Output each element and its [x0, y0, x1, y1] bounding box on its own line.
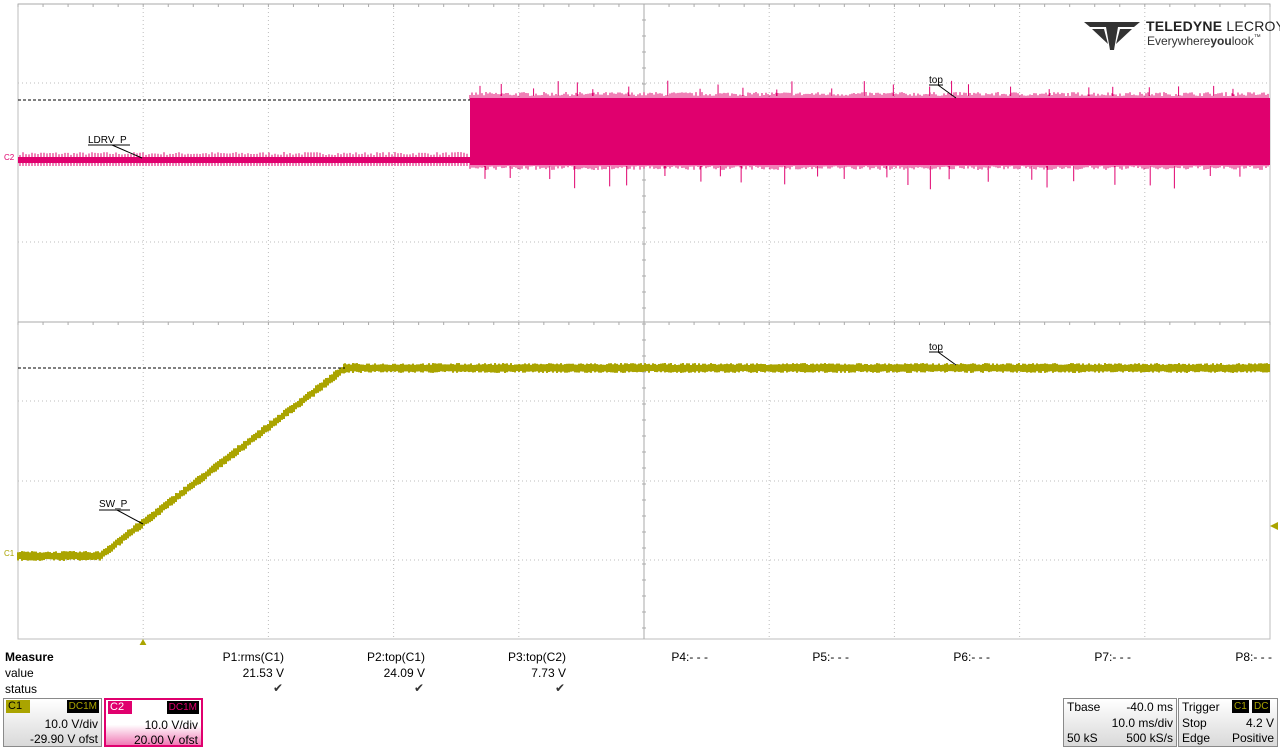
c1-tag: C1	[6, 700, 30, 713]
c1-label-pointer	[116, 509, 144, 525]
timebase-samples: 50 kS	[1067, 731, 1098, 745]
lecroy-emblem-icon	[1084, 22, 1140, 50]
measure-status-check-icon: ✔	[413, 681, 424, 695]
measure-param-name[interactable]: P4:- - -	[671, 650, 708, 664]
logo-brand-text: TELEDYNE LECROY	[1146, 18, 1280, 34]
c2-tag: C2	[108, 701, 132, 714]
measure-status-check-icon: ✔	[554, 681, 565, 695]
trigger-source: C1	[1232, 700, 1249, 713]
timebase-label: Tbase	[1067, 700, 1101, 714]
c2-top-pointer	[937, 84, 957, 99]
trigger-label: Trigger	[1182, 700, 1220, 714]
trigger-time-marker[interactable]	[139, 639, 147, 645]
logo-tagline: Everywhereyoulook™	[1147, 34, 1261, 48]
measure-param-value: 24.09 V	[383, 666, 425, 680]
c1-top-label: top	[929, 342, 943, 353]
c2-label-pointer	[111, 144, 143, 159]
channel-c2-descriptor[interactable]: C2 DC1M 10.0 V/div 20.00 V ofst	[104, 698, 203, 747]
trigger-type: Edge	[1182, 731, 1211, 745]
c1-top-pointer	[937, 351, 957, 366]
c1-trace-label: SW_P	[99, 499, 128, 510]
trigger-mode: Stop	[1182, 716, 1207, 730]
c1-offset: -29.90 V ofst	[29, 732, 98, 746]
c2-offset: 20.00 V ofst	[133, 733, 198, 747]
timebase-delay: -40.0 ms	[1126, 700, 1173, 714]
channel-c1-descriptor[interactable]: C1 DC1M 10.0 V/div -29.90 V ofst	[3, 698, 102, 747]
c1-volts-per-div: 10.0 V/div	[44, 717, 98, 731]
c1-coupling: DC1M	[66, 700, 99, 713]
measure-param-value: 21.53 V	[242, 666, 284, 680]
c2-volts-per-div: 10.0 V/div	[144, 718, 198, 732]
measure-status-check-icon: ✔	[272, 681, 283, 695]
trigger-level-marker[interactable]	[1270, 522, 1278, 530]
measure-param-name[interactable]: P1:rms(C1)	[222, 650, 284, 664]
c2-waveform	[18, 80, 1270, 190]
trigger-descriptor[interactable]: Trigger C1 DC Stop 4.2 V Edge Positive	[1178, 698, 1278, 747]
scope-display: LDRV_P top SW_P top C2 C1	[4, 3, 1278, 645]
trigger-coupling: DC	[1252, 700, 1271, 713]
c2-ground-marker[interactable]: C2	[4, 153, 15, 162]
trigger-level: 4.2 V	[1245, 716, 1274, 730]
measure-param-name[interactable]: P3:top(C2)	[507, 650, 566, 664]
measure-status-row-label: status	[5, 682, 38, 696]
timebase-descriptor[interactable]: Tbase -40.0 ms 10.0 ms/div 50 kS 500 kS/…	[1063, 698, 1177, 747]
teledyne-lecroy-logo: TELEDYNE LECROY Everywhereyoulook™	[1082, 14, 1280, 54]
c2-coupling: DC1M	[166, 701, 199, 714]
timebase-per-div: 10.0 ms/div	[1111, 716, 1173, 730]
c1-ground-marker[interactable]: C1	[4, 549, 15, 558]
c2-top-label: top	[929, 75, 943, 86]
c2-trace-label: LDRV_P	[88, 135, 127, 146]
trigger-slope: Positive	[1231, 731, 1274, 745]
measure-param-name[interactable]: P6:- - -	[953, 650, 990, 664]
measure-title: Measure	[5, 650, 54, 664]
measure-value-row-label: value	[5, 666, 34, 680]
measure-param-name[interactable]: P2:top(C1)	[366, 650, 425, 664]
measure-param-name[interactable]: P8:- - -	[1235, 650, 1272, 664]
measure-table: Measure value status P1:rms(C1) 21.53 V ✔ P…	[0, 648, 1280, 696]
timebase-sample-rate: 500 kS/s	[1126, 731, 1173, 745]
measure-param-name[interactable]: P7:- - -	[1094, 650, 1131, 664]
measure-param-value: 7.73 V	[531, 666, 566, 680]
measure-param-name[interactable]: P5:- - -	[812, 650, 849, 664]
